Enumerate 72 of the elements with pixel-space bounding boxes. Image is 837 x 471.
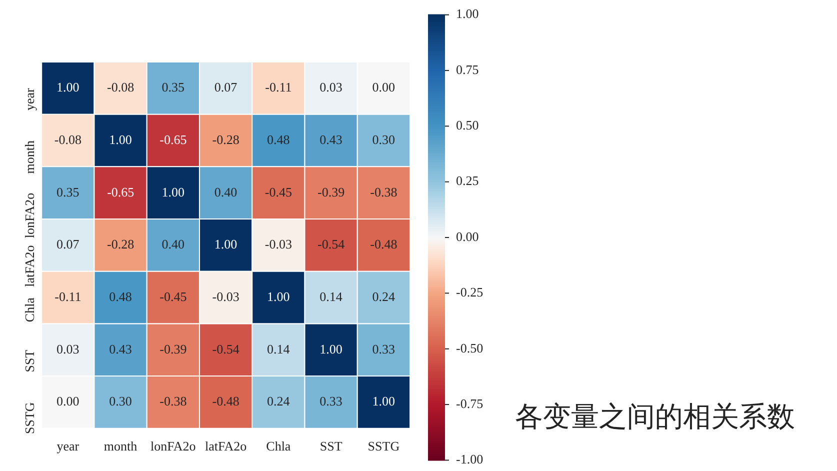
data-label: 0.07 — [214, 80, 238, 95]
data-label: 0.00 — [372, 80, 396, 95]
data-label: 0.30 — [372, 132, 396, 147]
data-label: 0.24 — [267, 394, 290, 409]
data-label: 0.40 — [162, 236, 185, 252]
x-tick-label: SST — [320, 438, 342, 454]
data-label: 0.00 — [56, 394, 80, 409]
data-label: -0.08 — [106, 80, 134, 95]
data-label: -0.48 — [212, 394, 240, 409]
data-label: -0.11 — [54, 288, 82, 304]
data-label: 1.00 — [320, 341, 342, 356]
data-label: 0.35 — [56, 184, 80, 200]
data-label: -0.65 — [106, 184, 134, 200]
data-label: -0.65 — [160, 132, 187, 147]
data-label: 0.43 — [109, 341, 132, 356]
color-bar-label: 0.00 — [456, 228, 479, 244]
data-label: -0.28 — [106, 236, 134, 252]
color-bar-label: 0.50 — [456, 118, 479, 133]
data-label: -0.08 — [54, 132, 82, 147]
data-label: 0.14 — [320, 288, 343, 304]
data-label: -0.11 — [265, 80, 292, 95]
data-label: -0.38 — [160, 394, 187, 409]
data-label: -0.03 — [264, 236, 292, 252]
data-label: -0.45 — [264, 184, 292, 200]
x-tick-label: year — [56, 438, 80, 454]
y-tick-label: SST — [22, 350, 38, 372]
y-tick-label: Chla — [22, 297, 38, 322]
data-label: -0.48 — [370, 236, 398, 252]
x-tick-label: latFA2o — [204, 438, 247, 454]
color-bar-label: -0.50 — [456, 340, 484, 356]
color-bar-label: 0.25 — [456, 173, 479, 188]
data-label: 0.03 — [56, 341, 80, 356]
data-label: 0.48 — [267, 132, 290, 147]
x-tick-label: lonFA2o — [150, 438, 196, 454]
data-label: -0.39 — [318, 184, 345, 200]
data-label: 0.43 — [320, 132, 342, 147]
x-tick-label: SSTG — [368, 438, 400, 454]
color-bar-label: 0.75 — [456, 62, 479, 77]
data-label: 1.00 — [372, 394, 396, 409]
data-label: 1.00 — [214, 236, 238, 252]
data-label: 0.07 — [56, 236, 80, 252]
color-bar-label: -0.75 — [456, 396, 484, 411]
data-label: 0.33 — [320, 394, 342, 409]
data-label: 1.00 — [56, 80, 80, 95]
color-bar-label: -0.25 — [456, 284, 484, 300]
data-label: -0.54 — [212, 341, 240, 356]
data-label: -0.38 — [370, 184, 398, 200]
data-label: 0.03 — [320, 80, 342, 95]
data-label: 0.40 — [214, 184, 238, 200]
data-label: 1.00 — [109, 132, 132, 147]
data-label: 0.35 — [162, 80, 185, 95]
y-tick-label: latFA2o — [22, 245, 38, 287]
data-label: 0.24 — [372, 288, 396, 304]
x-tick-label: month — [104, 438, 138, 454]
data-label: -0.03 — [212, 288, 240, 304]
text: 各变量之间的相关系数 — [515, 399, 795, 435]
x-tick-label: Chla — [266, 438, 291, 454]
data-label: 0.14 — [267, 341, 290, 356]
data-label: 0.30 — [109, 394, 132, 409]
data-label: -0.45 — [160, 288, 187, 304]
color-bar-label: -1.00 — [456, 452, 484, 467]
color-bar-label: 1.00 — [456, 6, 479, 22]
y-tick-label: lonFA2o — [22, 192, 38, 238]
data-label: -0.28 — [212, 132, 240, 147]
data-label: 0.48 — [109, 288, 132, 304]
data-label: -0.39 — [160, 341, 187, 356]
y-tick-label: year — [22, 88, 38, 111]
data-label: 0.33 — [372, 341, 396, 356]
y-tick-label: month — [22, 140, 38, 174]
data-label: 1.00 — [267, 288, 290, 304]
data-label: 1.00 — [162, 184, 185, 200]
data-label: -0.54 — [318, 236, 346, 252]
